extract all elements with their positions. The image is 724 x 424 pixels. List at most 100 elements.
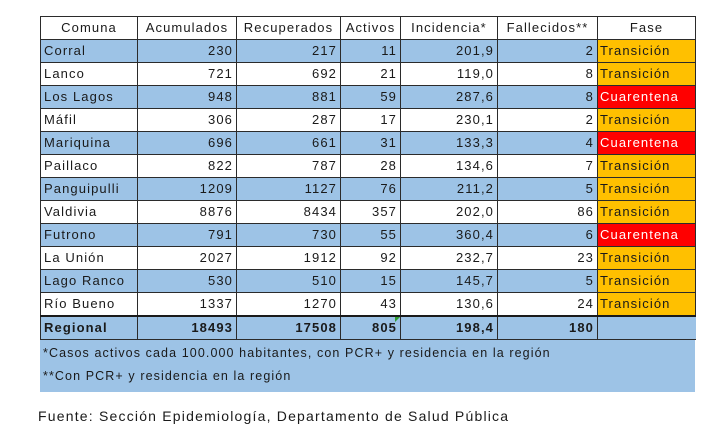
- total-label: Regional: [40, 315, 138, 340]
- cell-comuna: Futrono: [40, 223, 138, 247]
- cell-recuperados: 692: [236, 62, 341, 86]
- cell-activos: 15: [340, 269, 401, 293]
- table-row: Futrono 791 730 55 360,4 6 Cuarentena: [40, 223, 696, 247]
- table-row: La Unión 2027 1912 92 232,7 23 Transición: [40, 246, 696, 270]
- cell-acumulados: 306: [137, 108, 237, 132]
- cell-fallecidos: 23: [497, 246, 598, 270]
- cell-activos: 11: [340, 39, 401, 63]
- col-header-incidencia: Incidencia*: [400, 16, 498, 40]
- cell-activos: 28: [340, 154, 401, 178]
- cell-comuna: La Unión: [40, 246, 138, 270]
- cell-acumulados: 696: [137, 131, 237, 155]
- cell-comuna: Corral: [40, 39, 138, 63]
- table-row: Los Lagos 948 881 59 287,6 8 Cuarentena: [40, 85, 696, 109]
- cell-fase: Transición: [597, 62, 696, 86]
- cell-fase: Transición: [597, 154, 696, 178]
- cell-fase: Cuarentena: [597, 131, 696, 155]
- cell-activos: 92: [340, 246, 401, 270]
- cell-recuperados: 661: [236, 131, 341, 155]
- table-row: Paillaco 822 787 28 134,6 7 Transición: [40, 154, 696, 178]
- cell-fallecidos: 5: [497, 269, 598, 293]
- cell-activos: 357: [340, 200, 401, 224]
- cell-acumulados: 948: [137, 85, 237, 109]
- cell-activos: 17: [340, 108, 401, 132]
- cell-incidencia: 130,6: [400, 292, 498, 317]
- cell-activos: 21: [340, 62, 401, 86]
- source-caption: Fuente: Sección Epidemiología, Departame…: [38, 408, 510, 424]
- cell-comuna: Panguipulli: [40, 177, 138, 201]
- table-row: Lago Ranco 530 510 15 145,7 5 Transición: [40, 269, 696, 293]
- total-fase-empty: [597, 315, 696, 340]
- col-header-recuperados: Recuperados: [236, 16, 341, 40]
- cell-incidencia: 211,2: [400, 177, 498, 201]
- cell-fallecidos: 86: [497, 200, 598, 224]
- cell-recuperados: 287: [236, 108, 341, 132]
- cell-recuperados: 787: [236, 154, 341, 178]
- col-header-comuna: Comuna: [40, 16, 138, 40]
- cell-incidencia: 133,3: [400, 131, 498, 155]
- cell-recuperados: 881: [236, 85, 341, 109]
- table-row: Río Bueno 1337 1270 43 130,6 24 Transición: [40, 292, 696, 317]
- cell-comuna: Río Bueno: [40, 292, 138, 317]
- cell-incidencia: 230,1: [400, 108, 498, 132]
- footnote-incidencia: *Casos activos cada 100.000 habitantes, …: [43, 346, 551, 360]
- cell-fase: Transición: [597, 177, 696, 201]
- cell-fallecidos: 4: [497, 131, 598, 155]
- cell-activos: 31: [340, 131, 401, 155]
- cell-fallecidos: 2: [497, 39, 598, 63]
- cell-recuperados: 1912: [236, 246, 341, 270]
- cell-fallecidos: 7: [497, 154, 598, 178]
- cell-fase: Transición: [597, 269, 696, 293]
- cell-comuna: Los Lagos: [40, 85, 138, 109]
- cell-acumulados: 530: [137, 269, 237, 293]
- cell-fase: Transición: [597, 246, 696, 270]
- footnotes: *Casos activos cada 100.000 habitantes, …: [40, 340, 695, 392]
- cell-fase: Cuarentena: [597, 85, 696, 109]
- total-row: Regional 18493 17508 805 198,4 180: [40, 315, 696, 340]
- table-row: Corral 230 217 11 201,9 2 Transición: [40, 39, 696, 63]
- cell-activos: 43: [340, 292, 401, 317]
- cell-fallecidos: 5: [497, 177, 598, 201]
- cell-comuna: Valdivia: [40, 200, 138, 224]
- footnote-fallecidos: **Con PCR+ y residencia en la región: [43, 369, 292, 383]
- cell-recuperados: 1270: [236, 292, 341, 317]
- cell-comuna: Máfil: [40, 108, 138, 132]
- table-row: Mariquina 696 661 31 133,3 4 Cuarentena: [40, 131, 696, 155]
- cell-incidencia: 287,6: [400, 85, 498, 109]
- cell-fallecidos: 24: [497, 292, 598, 317]
- cell-incidencia: 119,0: [400, 62, 498, 86]
- cell-recuperados: 730: [236, 223, 341, 247]
- cell-incidencia: 134,6: [400, 154, 498, 178]
- cell-recuperados: 217: [236, 39, 341, 63]
- total-activos: 805: [340, 315, 401, 340]
- table-row: Máfil 306 287 17 230,1 2 Transición: [40, 108, 696, 132]
- col-header-fase: Fase: [597, 16, 696, 40]
- col-header-acumulados: Acumulados: [137, 16, 237, 40]
- cell-acumulados: 721: [137, 62, 237, 86]
- col-header-activos: Activos: [340, 16, 401, 40]
- table-row: Valdivia 8876 8434 357 202,0 86 Transición: [40, 200, 696, 224]
- total-incidencia: 198,4: [400, 315, 498, 340]
- cell-marker-icon: [395, 317, 400, 322]
- cell-activos: 76: [340, 177, 401, 201]
- cell-acumulados: 8876: [137, 200, 237, 224]
- cell-acumulados: 230: [137, 39, 237, 63]
- cell-fase: Transición: [597, 39, 696, 63]
- cell-acumulados: 822: [137, 154, 237, 178]
- cell-fallecidos: 8: [497, 62, 598, 86]
- total-acumulados: 18493: [137, 315, 237, 340]
- cell-recuperados: 8434: [236, 200, 341, 224]
- cell-incidencia: 145,7: [400, 269, 498, 293]
- cell-comuna: Paillaco: [40, 154, 138, 178]
- covid-table-container: Comuna Acumulados Recuperados Activos In…: [40, 16, 696, 392]
- cell-activos: 59: [340, 85, 401, 109]
- cell-fallecidos: 6: [497, 223, 598, 247]
- covid-table: Comuna Acumulados Recuperados Activos In…: [40, 16, 696, 340]
- total-recuperados: 17508: [236, 315, 341, 340]
- cell-recuperados: 510: [236, 269, 341, 293]
- cell-incidencia: 232,7: [400, 246, 498, 270]
- cell-fallecidos: 8: [497, 85, 598, 109]
- cell-fase: Transición: [597, 292, 696, 317]
- cell-incidencia: 202,0: [400, 200, 498, 224]
- header-row: Comuna Acumulados Recuperados Activos In…: [40, 16, 696, 40]
